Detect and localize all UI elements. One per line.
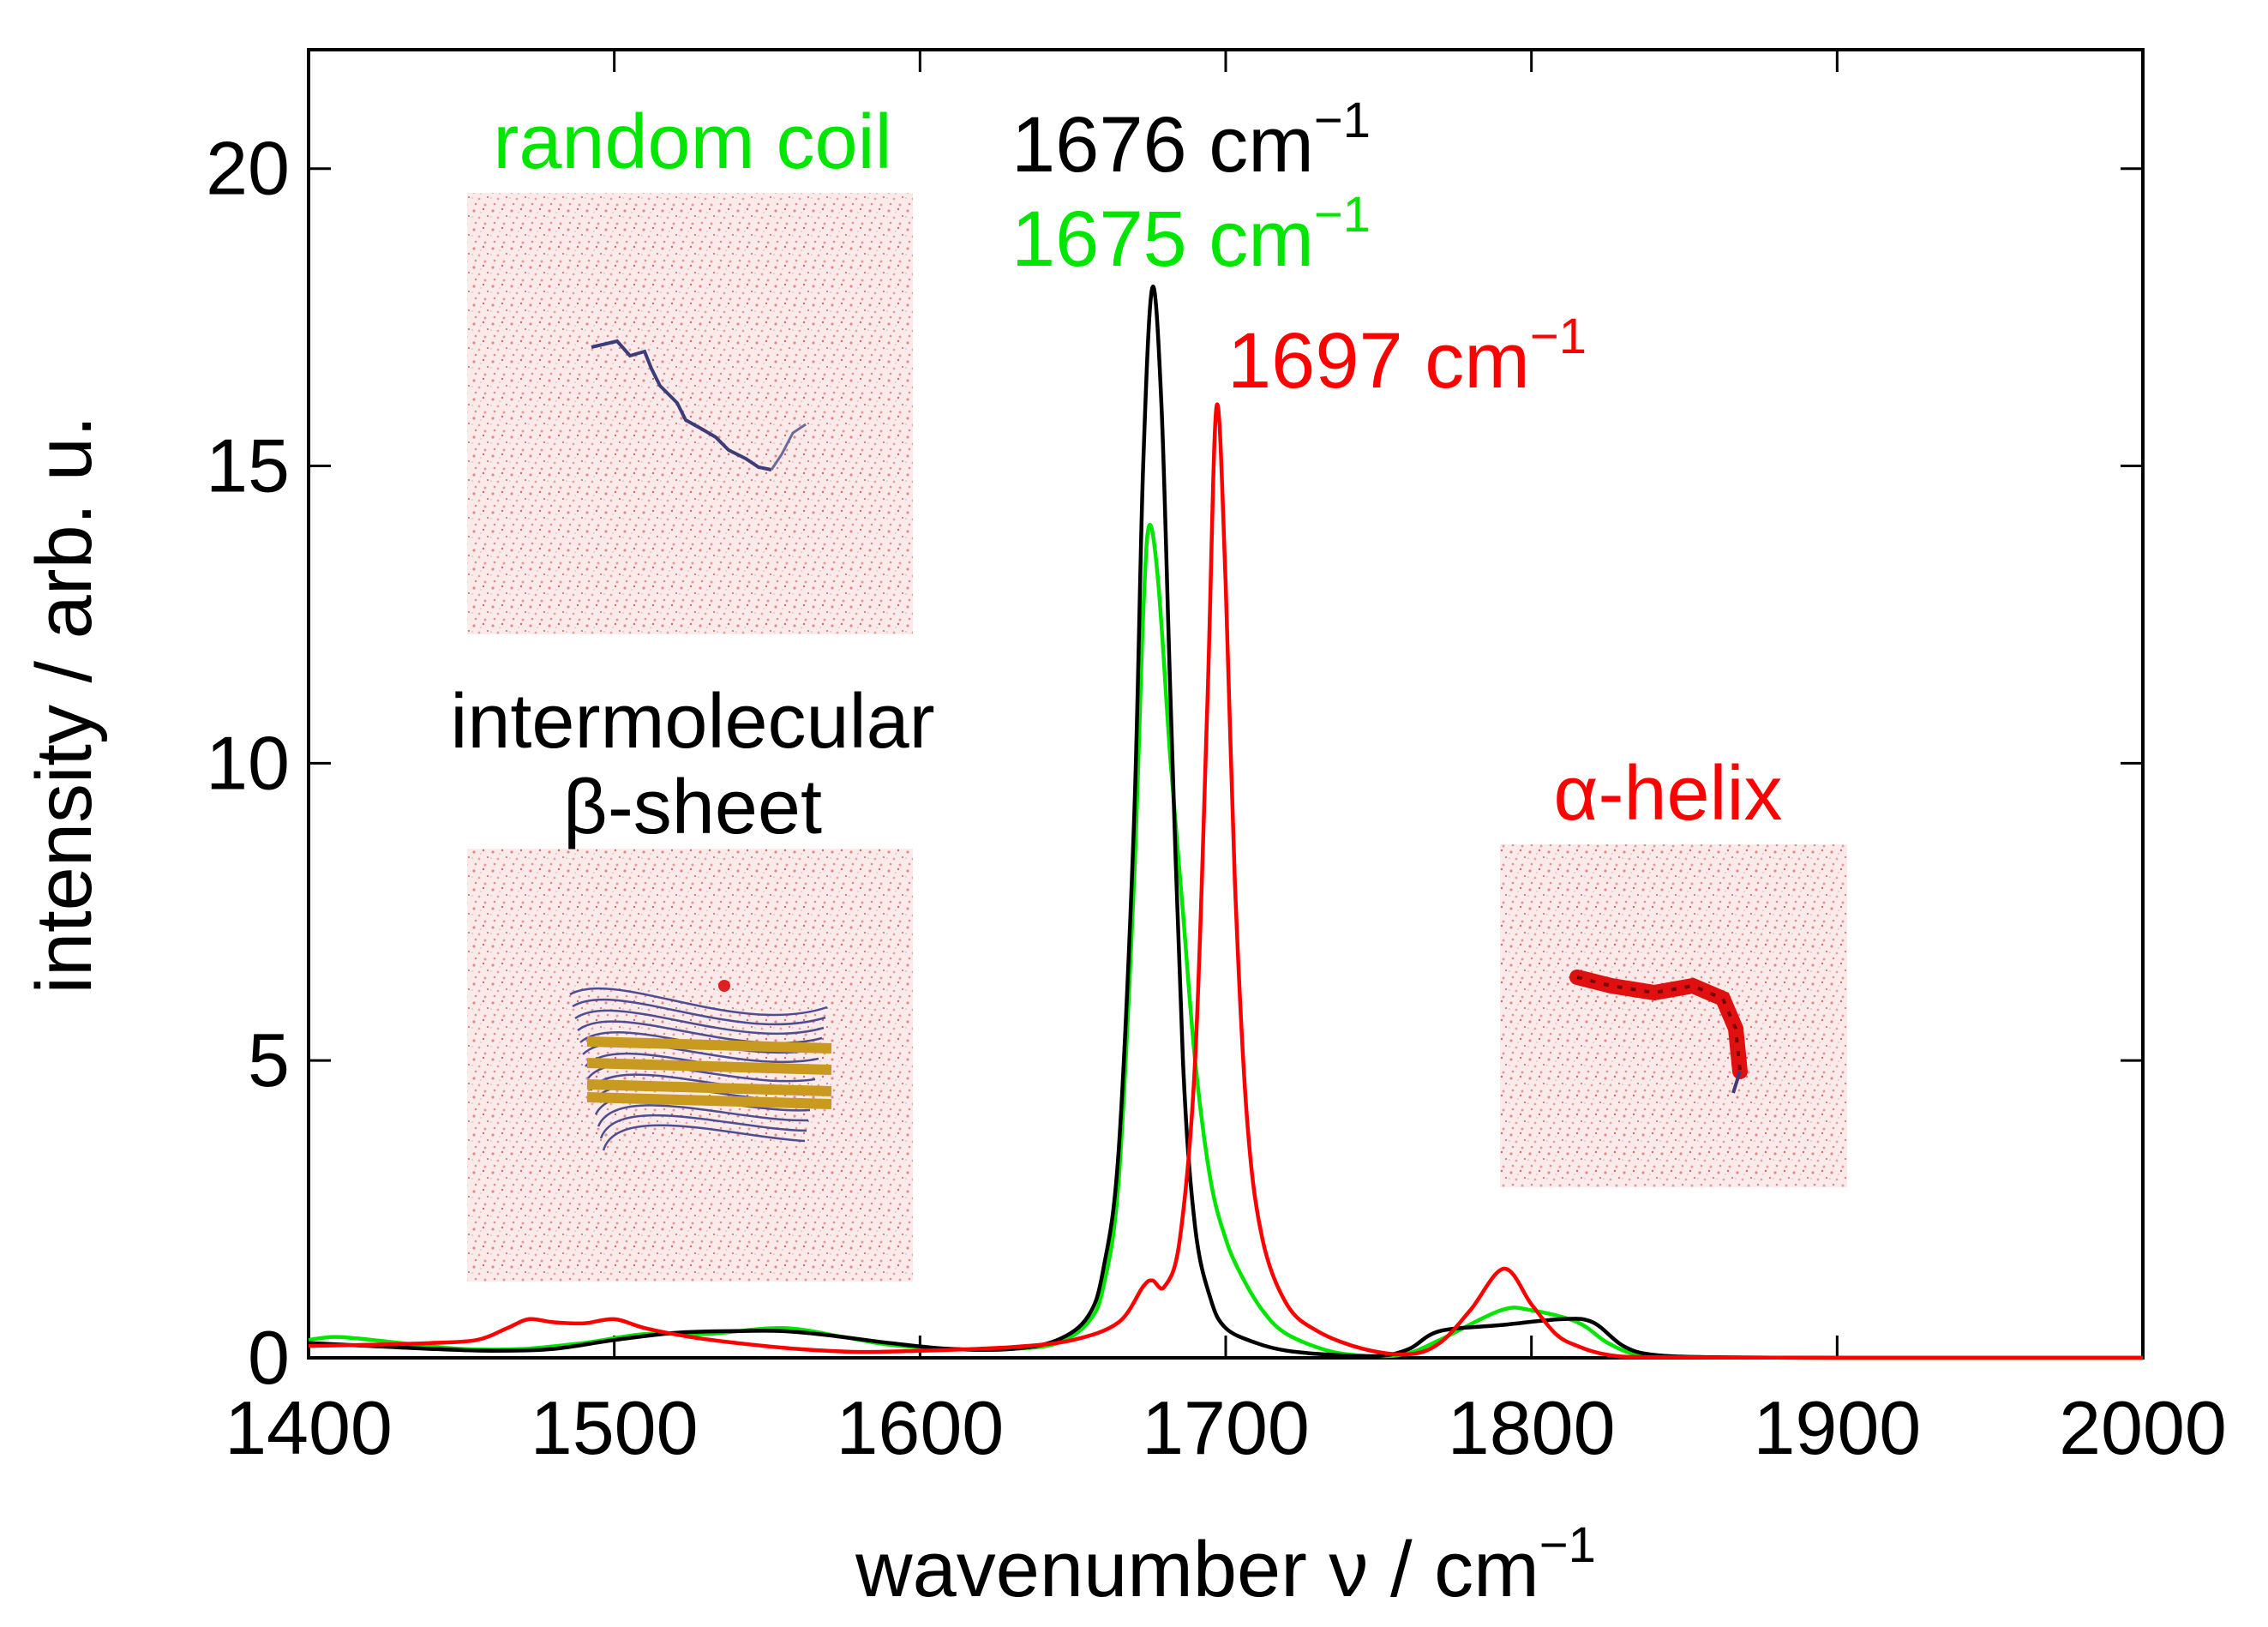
- protein-strand: [599, 1114, 807, 1139]
- label-random-coil: random coil: [493, 99, 891, 185]
- peak-label-red: 1697 cm−1: [1227, 309, 1587, 405]
- helix-tail: [1731, 1071, 1742, 1094]
- beta-strand-ribbon: [586, 1092, 832, 1109]
- peak-label-green: 1675 cm−1: [1011, 187, 1371, 283]
- y-tick-label: 15: [206, 423, 290, 508]
- series-layer: [308, 284, 2143, 1360]
- helix-turns: [1576, 976, 1742, 1072]
- beta-strand-ribbon: [586, 1036, 832, 1054]
- beta-strand-ribbon: [586, 1079, 832, 1096]
- y-tick-label: 20: [206, 126, 290, 211]
- y-tick-label: 5: [248, 1018, 290, 1102]
- x-axis-title: wavenumber ν / cm−1: [855, 1517, 1596, 1613]
- x-tick-label: 1600: [836, 1385, 1004, 1470]
- x-axis-title-sup: −1: [1539, 1517, 1596, 1573]
- axis-ticks: 1400 1500 1600 1700 1800 1900 2000 0 5 10 15 20: [206, 50, 2227, 1470]
- label-intermolecular: intermolecular: [450, 679, 934, 765]
- protein-strand: [572, 998, 826, 1026]
- series-line-beta-sheet: [308, 284, 2143, 1360]
- x-tick-label: 1400: [225, 1385, 393, 1470]
- protein-strand: [602, 1124, 806, 1151]
- x-tick-label: 1900: [1753, 1385, 1921, 1470]
- beta-strand-ribbon: [586, 1058, 832, 1075]
- label-beta-sheet: β-sheet: [563, 765, 822, 850]
- x-tick-label: 1500: [531, 1385, 699, 1470]
- series-line-alpha-helix: [308, 402, 2143, 1360]
- water-box: [1500, 844, 1847, 1187]
- x-tick-label: 1700: [1142, 1385, 1310, 1470]
- y-tick-label: 0: [248, 1315, 290, 1400]
- inset-alpha-helix: [1500, 844, 1847, 1187]
- inset-random-coil: [467, 193, 913, 634]
- label-alpha-helix: α-helix: [1553, 751, 1782, 837]
- y-tick-label: 10: [206, 720, 290, 805]
- y-axis-title: intensity / arb. u.: [21, 416, 108, 994]
- water-box: [467, 193, 913, 634]
- alpha-helix-chain: [1569, 970, 1748, 1094]
- protein-strand: [569, 987, 828, 1017]
- beta-sheet-aggregate: [569, 980, 832, 1151]
- protein-chain: [591, 339, 772, 471]
- protein-strand: [597, 1104, 809, 1127]
- peak-label-black: 1676 cm−1: [1011, 93, 1371, 189]
- x-tick-label: 2000: [2059, 1385, 2227, 1470]
- atom-marker: [718, 980, 730, 992]
- x-tick-label: 1800: [1448, 1385, 1616, 1470]
- protein-chain-tail: [770, 423, 807, 471]
- inset-beta-sheet: [467, 849, 913, 1282]
- protein-strand: [574, 1009, 825, 1036]
